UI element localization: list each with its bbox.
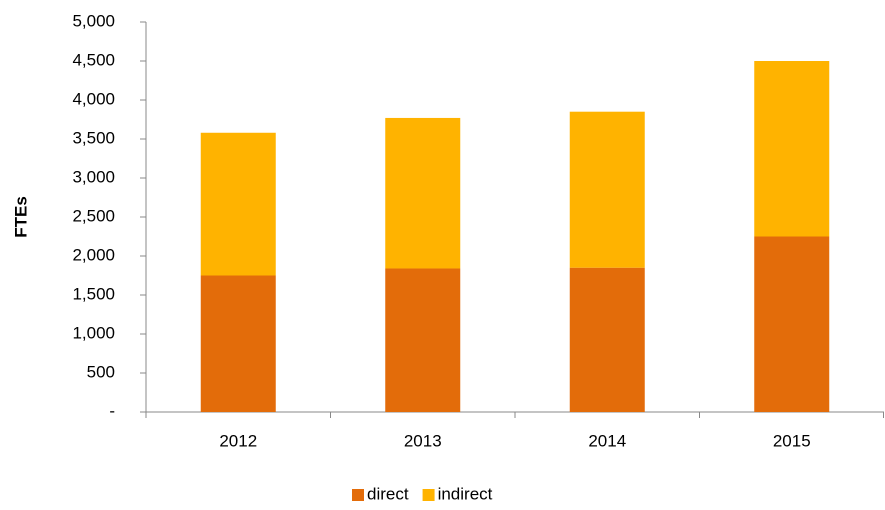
x-tick-label: 2014 (588, 431, 626, 450)
y-tick-label: - (109, 401, 115, 420)
y-tick-label: 4,500 (72, 50, 115, 69)
y-tick-label: 2,500 (72, 206, 115, 225)
legend-swatch (352, 489, 364, 501)
y-tick-label: 1,500 (72, 284, 115, 303)
x-tick-label: 2012 (219, 431, 257, 450)
y-tick-label: 3,500 (72, 128, 115, 147)
bar-segment (569, 267, 645, 412)
y-tick-label: 2,000 (72, 245, 115, 264)
legend-label: indirect (438, 484, 493, 503)
x-tick-label: 2015 (773, 431, 811, 450)
bar-segment (200, 275, 276, 412)
legend-swatch (422, 489, 435, 501)
bar-segment (385, 268, 461, 412)
y-tick-label: 1,000 (72, 323, 115, 342)
y-tick-label: 5,000 (72, 11, 115, 30)
y-axis-label: FTEs (11, 196, 30, 238)
bar-segment (385, 117, 461, 269)
y-tick-label: 500 (87, 362, 115, 381)
y-tick-label: 4,000 (72, 89, 115, 108)
bar-segment (754, 236, 830, 412)
x-tick-label: 2013 (404, 431, 442, 450)
legend-label: direct (367, 484, 409, 503)
bar-segment (569, 111, 645, 268)
y-tick-label: 3,000 (72, 167, 115, 186)
bar-segment (754, 61, 830, 237)
bar-segment (200, 132, 276, 276)
